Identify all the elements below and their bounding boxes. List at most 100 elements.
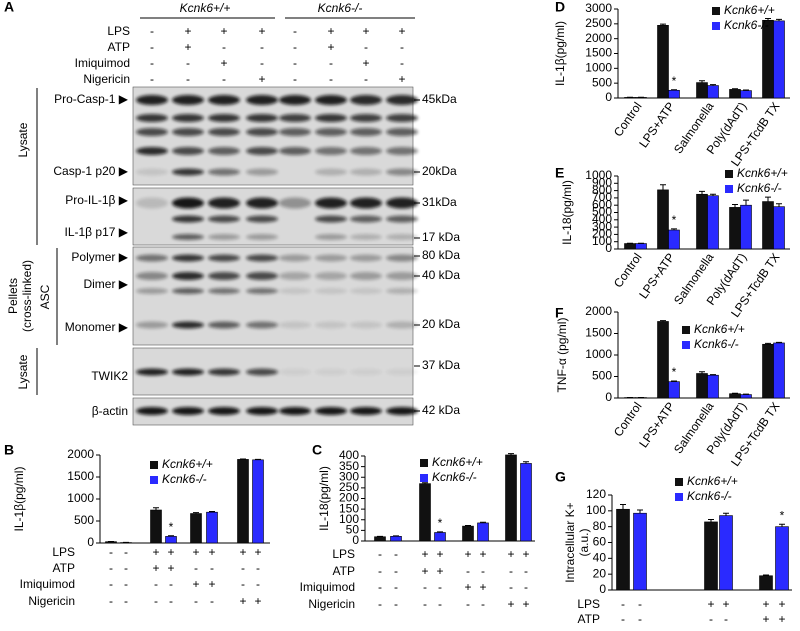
bar [705,522,718,590]
blot-band [279,147,311,155]
condition-sign: + [778,597,785,611]
blot-band [386,369,418,376]
condition-sign: + [167,545,174,559]
band-label: Dimer ▶ [83,277,128,291]
bar [191,514,202,543]
y-tick-label: 400 [339,448,359,462]
legend-swatch [712,22,720,30]
y-tick-label: 100 [586,503,606,517]
genotype-label: Kcnk6-/- [318,1,363,15]
condition-sign: - [378,597,382,611]
blot-band [350,128,382,136]
condition-sign: + [479,580,486,594]
legend-swatch [725,185,733,193]
y-tick-label: 0 [599,582,606,596]
blot-band [386,147,418,155]
condition-sign: + [464,547,471,561]
blot-band [136,288,168,294]
legend-label: Kcnk6+/+ [724,3,775,17]
panel-letter: D [555,0,565,15]
blot-band [246,255,278,262]
condition-sign: - [394,547,398,561]
y-tick-label: 1000 [585,61,612,75]
blot-band [172,322,204,329]
blot-band [350,95,382,105]
group-label: (cross-linked) [20,260,34,332]
condition-sign: - [438,597,442,611]
condition-sign: - [621,612,625,626]
error-bar [620,505,626,510]
blot-band [246,147,278,155]
condition-sign: - [293,40,297,54]
bar [697,194,708,249]
blot-band [246,322,278,329]
condition-sign: + [258,24,265,38]
blot-band [246,288,278,294]
condition-sign: + [362,24,369,38]
y-axis-title: IL-18(pg/ml) [317,466,331,531]
bar [391,536,402,541]
condition-label: LPS [107,24,130,38]
y-axis-title: IL-1β(pg/ml) [12,467,26,532]
blot-band [172,128,204,136]
band-label: β-actin [92,404,128,418]
condition-sign: + [421,564,428,578]
bar [741,91,752,98]
blot-band [279,114,311,122]
condition-sign: - [524,580,528,594]
x-tick-label: Control [611,400,645,440]
blot-band [386,272,418,280]
condition-sign: + [507,547,514,561]
y-tick-label: 1500 [67,469,94,483]
legend-label: Kcnk6-/- [432,470,477,484]
blot-band [246,128,278,136]
blot-band [208,322,240,329]
condition-sign: - [154,594,158,608]
bar [617,509,630,590]
condition-sign: - [210,561,214,575]
blot-band [350,288,382,294]
condition-sign: - [378,547,382,561]
y-tick-label: 3000 [585,1,612,15]
blot-band [350,169,382,176]
condition-label: Imiquimod [300,580,355,594]
y-tick-label: 1000 [67,491,94,505]
blot-band [315,114,347,122]
condition-sign: - [481,564,485,578]
blot-band [279,255,311,262]
condition-sign: - [241,577,245,591]
condition-sign: + [208,545,215,559]
blot-band [246,272,278,280]
condition-sign: - [394,564,398,578]
legend-swatch [420,459,428,467]
blot-band [279,95,311,105]
condition-sign: + [507,597,514,611]
condition-sign: - [329,56,333,70]
y-tick-label: 500 [592,75,612,89]
blot-band [315,272,347,280]
y-tick-label: 1500 [585,326,612,340]
condition-sign: + [327,40,334,54]
condition-sign: - [109,561,113,575]
bar [151,510,162,543]
blot-band [208,169,240,176]
bar [708,86,719,98]
condition-label: ATP [578,612,600,626]
condition-sign: + [254,594,261,608]
error-bar [743,200,749,205]
blot-band [315,169,347,176]
condition-sign: - [394,580,398,594]
condition-sign: + [184,40,191,54]
y-tick-label: 80 [593,519,607,533]
condition-sign: - [621,597,625,611]
blot-band [386,255,418,262]
panel-letter: B [4,442,14,458]
y-tick-label: 40 [593,551,607,565]
blot-band [172,147,204,155]
blot-band [208,198,240,209]
legend-swatch [150,461,158,469]
blot-band [350,216,382,223]
bar [253,460,264,543]
y-tick-label: 1000 [585,347,612,361]
kda-label: 20 kDa [422,317,460,331]
